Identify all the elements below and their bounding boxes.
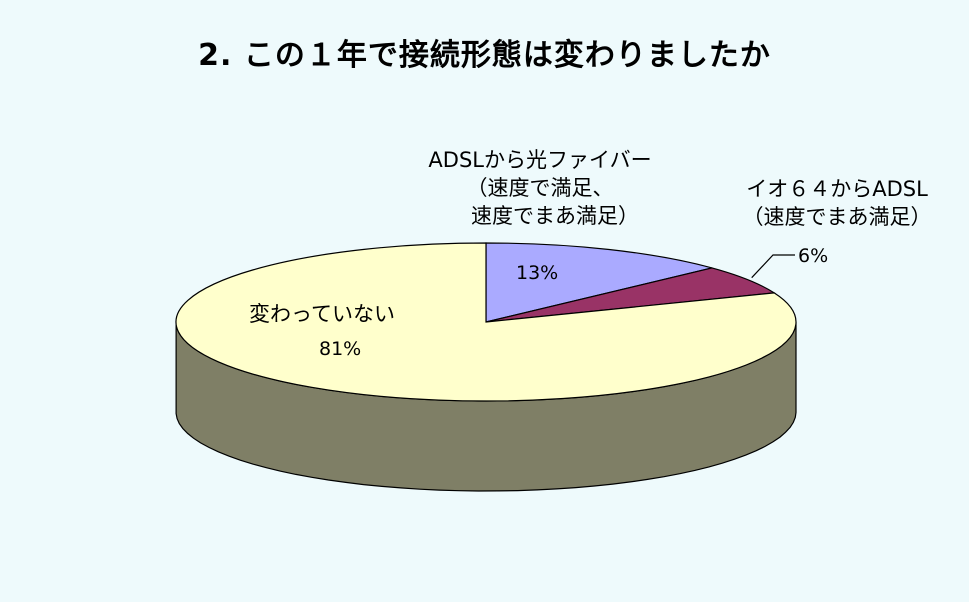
slice-label-io64-line1: イオ６４からADSL [746, 177, 928, 201]
data-label-io64: 6% [798, 245, 829, 267]
slice-label-unchanged: 変わっていない [249, 302, 395, 326]
leader-line-io64 [751, 254, 795, 279]
slice-label-fiber-line2: （速度で満足、 [466, 176, 614, 200]
data-label-unchanged: 81% [319, 338, 362, 360]
data-label-fiber: 13% [516, 262, 559, 284]
slice-label-io64-line2: （速度でまあ満足） [742, 205, 932, 229]
slice-label-fiber-line3: 速度でまあ満足） [471, 204, 639, 228]
pie-slice-unchanged [175, 242, 797, 402]
slice-label-fiber-line1: ADSLから光ファイバー [428, 148, 652, 172]
chart-title: 2. この１年で接続形態は変わりましたか [198, 38, 771, 73]
slice-label-fiber: ADSLから光ファイバー （速度で満足、 速度でまあ満足） [410, 146, 670, 230]
slice-label-io64: イオ６４からADSL （速度でまあ満足） [732, 175, 942, 231]
pie-slice-fiber [485, 242, 713, 323]
